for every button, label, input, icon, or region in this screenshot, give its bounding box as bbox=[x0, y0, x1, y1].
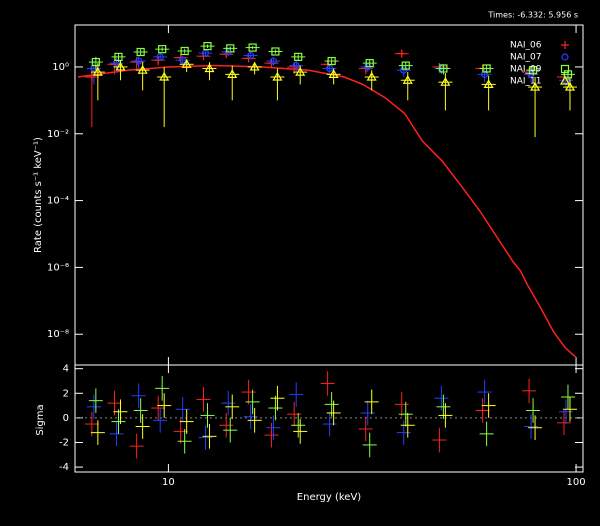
data-point bbox=[292, 61, 300, 70]
data-point bbox=[271, 47, 280, 56]
data-point bbox=[326, 64, 334, 73]
data-point bbox=[247, 51, 255, 60]
y-tick-label: 2 bbox=[63, 388, 69, 399]
legend-label: NAI_07 bbox=[510, 53, 542, 63]
data-point bbox=[295, 66, 306, 76]
data-point bbox=[559, 75, 571, 85]
x-tick-label: 100 bbox=[567, 477, 586, 488]
y-tick-label: 4 bbox=[63, 364, 69, 375]
y-tick-label: 10⁰ bbox=[52, 62, 69, 73]
data-point bbox=[439, 64, 448, 73]
data-point bbox=[290, 62, 299, 71]
data-point bbox=[527, 70, 535, 78]
data-point bbox=[179, 56, 187, 64]
data-point bbox=[401, 61, 410, 70]
data-point bbox=[402, 75, 413, 84]
y-tick-label: 10⁻² bbox=[47, 129, 69, 140]
data-point bbox=[482, 64, 491, 73]
data-point bbox=[365, 59, 374, 68]
data-point bbox=[114, 52, 123, 61]
data-point bbox=[528, 66, 538, 75]
data-point bbox=[440, 76, 451, 86]
data-point bbox=[137, 64, 148, 74]
data-point bbox=[159, 71, 170, 81]
data-point bbox=[248, 43, 257, 52]
data-point bbox=[227, 69, 238, 78]
data-point bbox=[327, 56, 336, 66]
data-point bbox=[272, 71, 283, 81]
data-point bbox=[561, 53, 569, 61]
data-point bbox=[180, 46, 189, 56]
y-axis-label: Rate (counts s⁻¹ keV⁻¹) bbox=[33, 137, 44, 253]
data-point bbox=[530, 81, 541, 91]
data-point bbox=[483, 79, 494, 89]
y-tick-label: 10⁻⁶ bbox=[47, 262, 69, 273]
data-point bbox=[204, 63, 215, 73]
data-point bbox=[366, 71, 377, 81]
data-point bbox=[397, 49, 406, 58]
data-point bbox=[158, 45, 167, 54]
data-point bbox=[561, 41, 569, 49]
x-axis-label: Energy (keV) bbox=[297, 492, 362, 503]
data-point bbox=[203, 42, 212, 51]
data-point bbox=[564, 81, 576, 91]
data-point bbox=[91, 57, 100, 67]
data-point bbox=[328, 69, 339, 78]
data-point bbox=[156, 53, 164, 61]
chart-title: Times: -6.332: 5.956 s bbox=[487, 11, 578, 20]
y-tick-label: 10⁻⁴ bbox=[47, 196, 69, 207]
data-point bbox=[249, 61, 260, 71]
y-tick-label: 10⁻⁸ bbox=[47, 329, 69, 340]
legend-label: NAI_06 bbox=[510, 41, 542, 51]
data-point bbox=[87, 72, 96, 81]
data-point bbox=[226, 44, 235, 53]
data-point bbox=[181, 59, 192, 68]
data-point bbox=[92, 66, 103, 76]
x-tick-label: 10 bbox=[162, 477, 175, 488]
y-tick-label: -2 bbox=[59, 437, 69, 448]
legend-label: NAI_11 bbox=[510, 77, 542, 87]
data-point bbox=[269, 57, 278, 65]
y-axis-label: Sigma bbox=[35, 404, 46, 435]
data-point bbox=[136, 47, 145, 57]
data-point bbox=[294, 52, 303, 61]
data-point bbox=[115, 61, 126, 71]
y-tick-label: -4 bbox=[59, 462, 69, 473]
data-point bbox=[560, 64, 570, 74]
data-point bbox=[400, 66, 408, 74]
data-point bbox=[481, 70, 489, 78]
legend-label: NAI_09 bbox=[510, 65, 542, 75]
y-tick-label: 0 bbox=[63, 413, 69, 424]
data-point bbox=[135, 57, 143, 65]
bottom-frame bbox=[74, 364, 584, 473]
model-line bbox=[77, 64, 577, 359]
